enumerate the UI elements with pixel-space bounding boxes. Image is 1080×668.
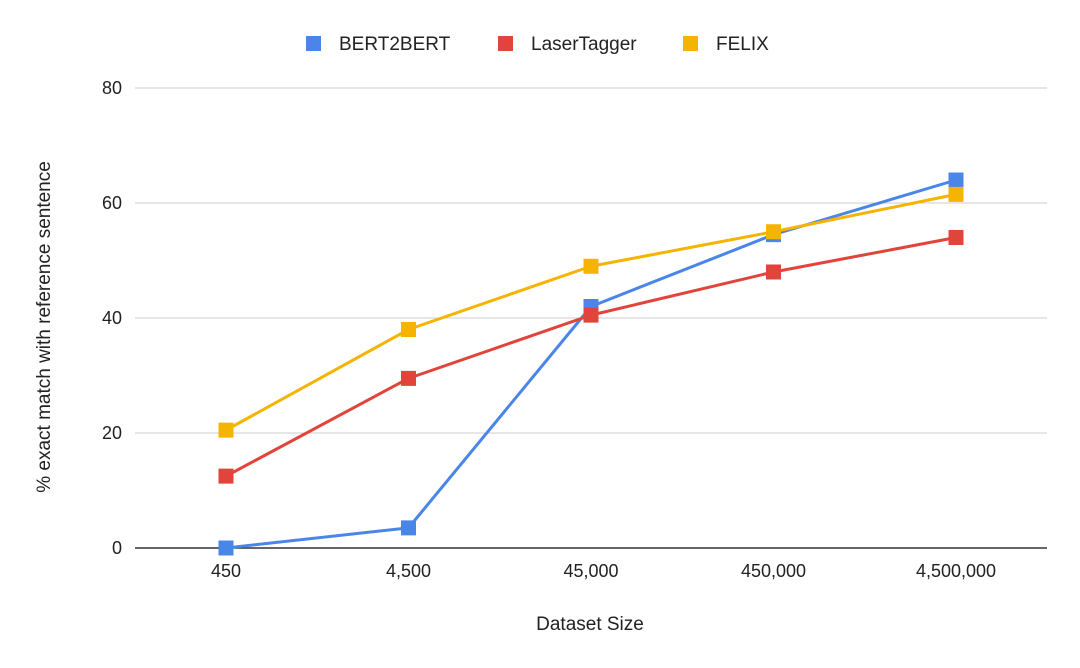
data-point-felix <box>948 186 964 202</box>
legend-swatch <box>306 36 321 51</box>
y-tick-label: 80 <box>102 78 122 98</box>
data-point-lasertagger <box>401 370 416 386</box>
data-point-bert2bert <box>401 520 416 536</box>
x-axis-ticks: 450 4,500 45,000 450,000 4,500,000 <box>211 561 996 581</box>
y-axis-ticks: 0 20 40 60 80 <box>102 78 122 558</box>
x-tick-label: 450,000 <box>741 561 806 581</box>
y-tick-label: 20 <box>102 423 122 443</box>
y-tick-label: 40 <box>102 308 122 328</box>
data-point-bert2bert <box>948 172 964 188</box>
x-tick-label: 450 <box>211 561 241 581</box>
y-axis-title: % exact match with reference sentence <box>34 161 55 493</box>
data-point-bert2bert <box>218 540 234 556</box>
legend: BERT2BERT LaserTagger FELIX <box>306 34 769 55</box>
y-tick-label: 0 <box>112 538 122 558</box>
data-point-lasertagger <box>948 230 964 245</box>
data-point-felix <box>766 224 781 240</box>
series-line-bert2bert <box>225 178 957 550</box>
data-point-felix <box>583 258 599 274</box>
data-point-felix <box>401 322 416 337</box>
data-point-lasertagger <box>218 468 234 484</box>
series-markers <box>218 172 964 556</box>
data-point-lasertagger <box>766 264 781 280</box>
legend-label: BERT2BERT <box>339 34 451 55</box>
legend-label: FELIX <box>716 34 769 55</box>
x-axis-title: Dataset Size <box>536 614 644 635</box>
x-tick-label: 4,500 <box>386 561 431 581</box>
y-tick-label: 60 <box>102 193 122 213</box>
legend-swatch <box>683 36 698 51</box>
legend-label: LaserTagger <box>531 34 637 55</box>
legend-swatch <box>498 36 513 51</box>
x-tick-label: 4,500,000 <box>916 561 996 581</box>
data-point-lasertagger <box>583 307 599 323</box>
series-lines <box>225 178 957 550</box>
data-point-felix <box>218 422 234 438</box>
x-tick-label: 45,000 <box>563 561 618 581</box>
